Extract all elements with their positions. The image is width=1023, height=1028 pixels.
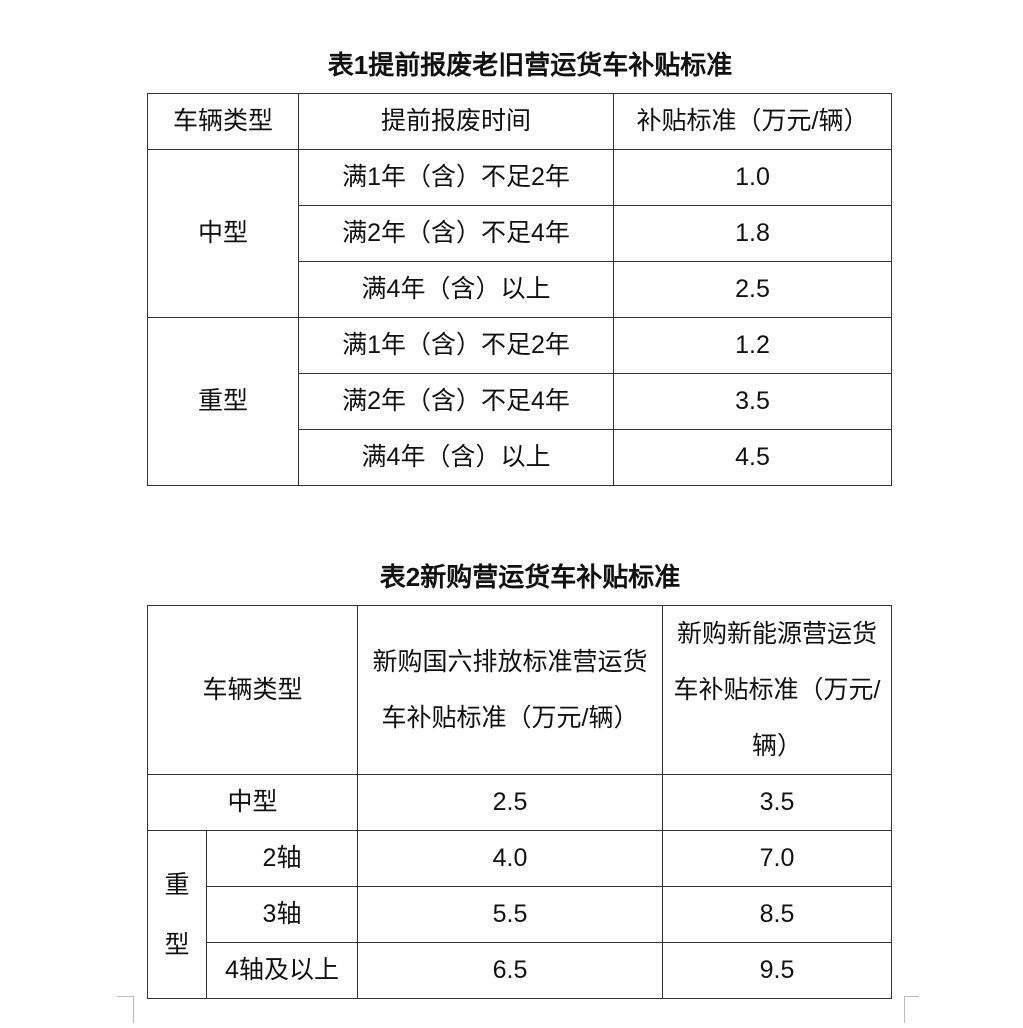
subsidy-cell: 3.5 xyxy=(613,373,892,430)
table-row: 3轴 5.5 8.5 xyxy=(148,886,893,943)
vehicle-type-cell: 重型 xyxy=(147,317,299,486)
table-row: 中型 满1年（含）不足2年 1.0 xyxy=(147,149,892,318)
guo6-cell: 6.5 xyxy=(357,942,664,999)
subsidy-cell: 1.2 xyxy=(613,317,892,374)
table-row: 重型 2轴 4.0 7.0 xyxy=(147,830,893,999)
table-row: 满2年（含）不足4年 1.8 xyxy=(148,205,892,262)
subsidy-cell: 1.0 xyxy=(613,149,892,206)
period-cell: 满1年（含）不足2年 xyxy=(298,149,614,206)
axle-cell: 2轴 xyxy=(205,830,359,887)
period-cell: 满4年（含）以上 xyxy=(298,261,614,318)
table2: 车辆类型 新购国六排放标准营运货车补贴标准（万元/辆） 新购新能源营运货车补贴标… xyxy=(146,605,893,999)
subsidy-cell: 2.5 xyxy=(613,261,892,318)
header-ev-subsidy: 新购新能源营运货车补贴标准（万元/辆） xyxy=(662,605,893,775)
axle-cell: 3轴 xyxy=(205,886,359,943)
table-row: 重型 满1年（含）不足2年 1.2 xyxy=(147,317,892,486)
ev-cell: 8.5 xyxy=(662,886,893,943)
guo6-cell: 5.5 xyxy=(357,886,664,943)
subsidy-cell: 4.5 xyxy=(613,429,892,486)
page-corner-mark-left xyxy=(117,996,134,1023)
period-cell: 满4年（含）以上 xyxy=(298,429,614,486)
table1: 车辆类型 提前报废时间 补贴标准（万元/辆） 中型 满1年（含）不足2年 1.0… xyxy=(147,93,892,486)
table1-title: 表1提前报废老旧营运货车补贴标准 xyxy=(327,50,733,80)
header-guo6-subsidy: 新购国六排放标准营运货车补贴标准（万元/辆） xyxy=(357,605,664,775)
header-scrap-time: 提前报废时间 xyxy=(298,93,614,150)
vehicle-type-cell: 中型 xyxy=(147,149,299,318)
table1-header-row: 车辆类型 提前报废时间 补贴标准（万元/辆） xyxy=(147,93,892,150)
page-corner-mark-right xyxy=(904,996,919,1023)
header-subsidy: 补贴标准（万元/辆） xyxy=(613,93,892,150)
heavy-type-text: 重型 xyxy=(164,870,190,959)
period-cell: 满1年（含）不足2年 xyxy=(298,317,614,374)
vehicle-type-cell: 中型 xyxy=(146,774,359,831)
vehicle-type-cell: 重型 xyxy=(147,830,207,999)
ev-cell: 9.5 xyxy=(662,942,893,999)
header-guo6-text: 新购国六排放标准营运货车补贴标准（万元/辆） xyxy=(372,648,648,732)
table-row: 4轴及以上 6.5 9.5 xyxy=(148,942,893,999)
ev-cell: 7.0 xyxy=(662,830,893,887)
table-row: 满4年（含）以上 4.5 xyxy=(148,429,892,486)
guo6-cell: 4.0 xyxy=(357,830,664,887)
ev-cell: 3.5 xyxy=(662,774,893,831)
axle-cell: 4轴及以上 xyxy=(205,942,359,999)
header-ev-text: 新购新能源营运货车补贴标准（万元/辆） xyxy=(673,620,881,760)
table2-header-row: 车辆类型 新购国六排放标准营运货车补贴标准（万元/辆） 新购新能源营运货车补贴标… xyxy=(146,605,893,775)
table-row: 中型 2.5 3.5 xyxy=(146,774,893,831)
header-vehicle-type: 车辆类型 xyxy=(146,605,359,775)
guo6-cell: 2.5 xyxy=(357,774,664,831)
period-cell: 满2年（含）不足4年 xyxy=(298,205,614,262)
header-vehicle-type: 车辆类型 xyxy=(147,93,299,150)
period-cell: 满2年（含）不足4年 xyxy=(298,373,614,430)
table2-title: 表2新购营运货车补贴标准 xyxy=(379,562,681,592)
subsidy-cell: 1.8 xyxy=(613,205,892,262)
